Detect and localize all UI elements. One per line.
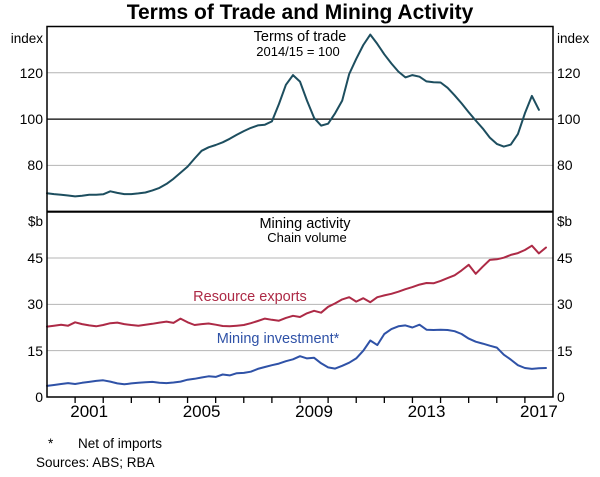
y-axis-unit-right-bottom: $b [557,214,573,229]
y-tick-label-right-30: 30 [557,296,573,313]
top-panel-sublabel: 2014/15 = 100 [256,44,340,59]
mining-investment-line [46,323,547,387]
y-tick-label-left-100: 100 [19,111,43,128]
mining-investment-label: Mining investment* [216,331,340,347]
footnote-text: Net of imports [78,436,163,451]
y-tick-label-left-30: 30 [27,296,43,313]
bottom-panel-sublabel: Chain volume [267,230,347,245]
y-axis-unit-right-top: index [557,31,590,46]
y-tick-label-right-15: 15 [557,342,573,359]
x-tick-label-2017: 2017 [520,402,558,421]
x-tick-label-2009: 2009 [295,402,333,421]
y-axis-unit-left-top: index [10,31,43,46]
bottom-panel-label: Mining activity [259,216,351,232]
terms-of-trade-line [46,33,540,198]
footnote-marker: * [48,436,54,451]
y-tick-label-right-0: 0 [557,389,565,405]
x-tick-label-2013: 2013 [407,402,446,421]
y-tick-label-left-15: 15 [27,342,43,359]
resource-exports-line [46,244,547,328]
y-tick-label-left-80: 80 [27,157,43,174]
x-tick-label-2005: 2005 [182,402,221,421]
y-tick-label-right-120: 120 [557,64,581,81]
y-tick-label-right-80: 80 [557,157,573,174]
y-tick-label-right-100: 100 [557,111,581,128]
y-tick-label-right-45: 45 [557,250,573,267]
sources-note: Sources: ABS; RBA [36,455,155,470]
top-panel-label: Terms of trade [253,29,347,45]
y-tick-label-left-45: 45 [27,250,43,267]
y-tick-label-left-0: 0 [35,389,43,405]
chart-title: Terms of Trade and Mining Activity [126,1,474,24]
y-tick-label-left-120: 120 [19,64,43,81]
x-tick-label-2001: 2001 [70,402,109,421]
resource-exports-label: Resource exports [193,289,307,305]
y-axis-unit-left-bottom: $b [27,214,43,229]
